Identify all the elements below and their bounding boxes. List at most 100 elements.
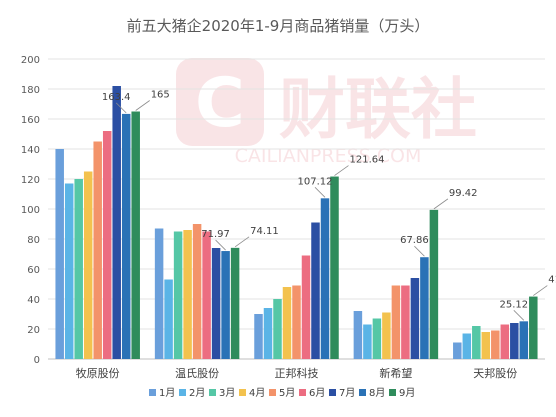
bar	[529, 296, 538, 359]
x-tick-label: 牧原股份	[76, 366, 120, 380]
legend-label: 1月	[159, 387, 175, 399]
bar	[282, 287, 292, 359]
bar	[55, 149, 64, 359]
legend-swatch	[359, 389, 366, 396]
bar	[420, 257, 429, 359]
bar	[311, 222, 320, 359]
bar	[83, 171, 93, 359]
y-tick-label: 200	[21, 55, 40, 66]
bar	[230, 247, 240, 359]
bar	[221, 251, 230, 359]
legend-label: 7月	[339, 387, 355, 399]
data-label-leader	[115, 102, 127, 114]
x-tick-label: 温氏股份	[175, 367, 219, 380]
data-label-leader	[433, 198, 449, 210]
bar	[254, 314, 263, 359]
bar	[154, 228, 164, 359]
watermark: C 财联社 CAILIANPRESS.COM	[176, 58, 477, 167]
bars	[55, 86, 538, 360]
bar	[453, 342, 462, 359]
legend-swatch	[239, 389, 246, 396]
bar	[263, 308, 273, 359]
data-label: 41.62	[548, 275, 556, 286]
data-label: 99.42	[449, 188, 478, 199]
bar	[382, 312, 391, 359]
data-label: 71.97	[201, 229, 230, 240]
data-label: 163.4	[102, 92, 131, 103]
legend-label: 8月	[369, 387, 385, 399]
legend-swatch	[329, 389, 336, 396]
data-label-leader	[135, 100, 150, 111]
bar	[462, 333, 472, 359]
bar	[363, 324, 372, 359]
data-label: 74.11	[250, 226, 279, 237]
watermark-logo-box	[176, 58, 264, 146]
data-label-leader	[414, 245, 425, 257]
y-tick-label: 80	[27, 235, 40, 246]
legend-swatch	[269, 389, 276, 396]
data-label-leader	[334, 165, 349, 176]
bar	[510, 323, 519, 359]
bar	[112, 86, 121, 359]
y-axis: 0 20 40 60 80 100 120 140 160 180 200	[21, 55, 40, 366]
data-label: 121.64	[350, 155, 385, 166]
bar	[292, 285, 301, 359]
bar	[429, 209, 439, 359]
x-tick-label: 正邦科技	[275, 366, 319, 380]
bar	[500, 324, 510, 359]
y-tick-label: 100	[21, 205, 40, 216]
bar	[301, 255, 311, 359]
legend-label: 3月	[219, 387, 235, 399]
bar	[401, 285, 410, 359]
bar	[410, 278, 420, 359]
y-tick-label: 160	[21, 115, 40, 126]
bar	[372, 318, 382, 359]
data-label: 107.12	[298, 176, 333, 187]
bar	[192, 224, 202, 359]
data-label-leader	[215, 239, 226, 251]
bar	[102, 131, 112, 359]
bar	[330, 176, 339, 359]
legend-swatch	[179, 389, 186, 396]
bar	[183, 230, 192, 359]
legend-label: 4月	[249, 387, 265, 399]
bar	[202, 231, 211, 359]
data-label-leader	[513, 310, 525, 321]
bar	[320, 198, 330, 359]
data-label-leader	[234, 236, 250, 248]
legend-swatch	[389, 389, 396, 396]
bar	[353, 311, 363, 359]
bar	[211, 248, 221, 359]
legend-label: 6月	[309, 387, 325, 399]
bar	[74, 179, 83, 359]
bar	[391, 285, 401, 359]
y-tick-label: 180	[21, 85, 40, 96]
data-label: 67.86	[400, 235, 429, 246]
watermark-logo-letter: C	[195, 64, 245, 143]
y-tick-label: 0	[34, 355, 40, 366]
bar	[164, 279, 173, 359]
data-label: 25.12	[499, 299, 528, 310]
watermark-url: CAILIANPRESS.COM	[235, 145, 422, 167]
y-tick-label: 40	[27, 295, 40, 306]
legend-label: 5月	[279, 387, 295, 399]
bar	[273, 299, 282, 359]
x-tick-label: 天邦股份	[473, 367, 517, 380]
bar	[472, 326, 481, 359]
legend: 1月 2月 3月 4月 5月 6月 7月 8月 9月	[149, 387, 415, 399]
legend-label: 9月	[399, 387, 415, 399]
x-tick-label: 新希望	[379, 366, 412, 380]
data-labels: 163.4 165 71.97 74.11 107.12 121.64 67.86 99.42…	[102, 90, 556, 321]
chart-title: 前五大猪企2020年1-9月商品猪销量（万头）	[127, 17, 430, 35]
bar	[481, 332, 491, 359]
y-tick-label: 20	[27, 325, 40, 336]
y-tick-label: 140	[21, 145, 40, 156]
data-label-leader	[314, 187, 326, 198]
watermark-brand: 财联社	[279, 71, 477, 148]
x-axis: 牧原股份 温氏股份 正邦科技 新希望 天邦股份	[76, 366, 518, 380]
bar	[491, 330, 500, 359]
legend-swatch	[299, 389, 306, 396]
legend-swatch	[149, 389, 156, 396]
